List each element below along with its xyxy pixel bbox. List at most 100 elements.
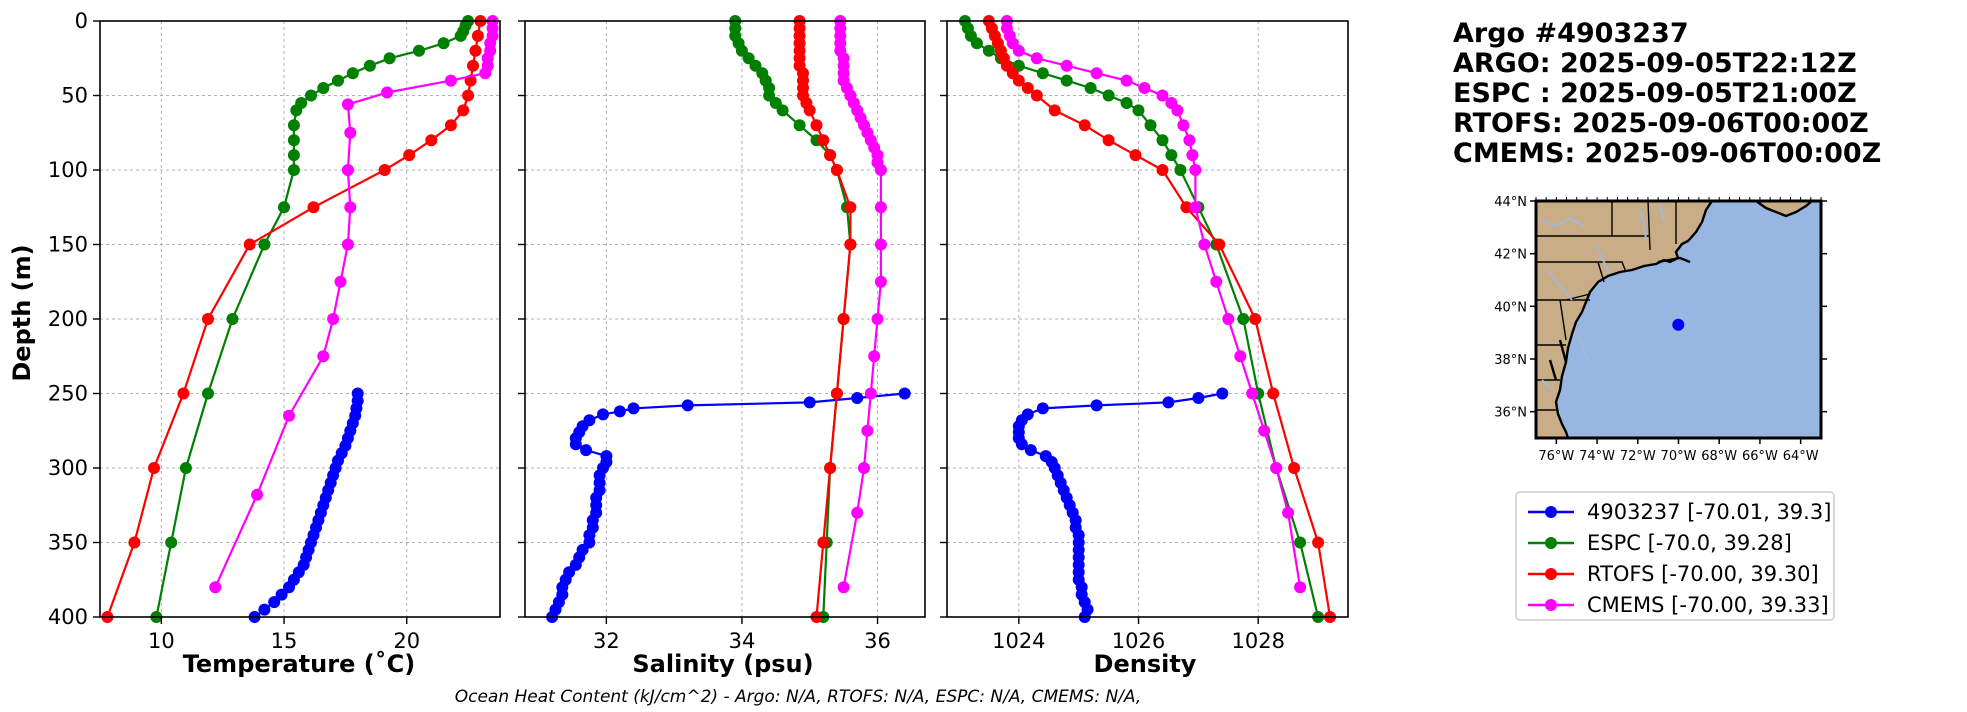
data-point-rtofs (1129, 149, 1142, 162)
data-point-cmems (283, 409, 295, 422)
map-borders (1536, 201, 1677, 411)
data-point-rtofs (1213, 238, 1226, 251)
data-point-rtofs (1249, 313, 1262, 325)
map-ticks: 76°W 74°W 72°W 70°W 68°W 66°W 64°W 44°N 42°N 40°N… (1494, 195, 1827, 464)
series-line-cmems (214, 21, 494, 588)
data-point-4903237 (268, 596, 281, 609)
density-panel: 1024 1026 1028 (940, 15, 1349, 653)
map-lat-label: 38°N (1494, 353, 1527, 368)
data-point-cmems (327, 313, 340, 325)
data-point-rtofs (830, 387, 843, 400)
data-point-cmems (1030, 52, 1043, 65)
data-point-cmems (1177, 119, 1190, 132)
data-point-rtofs (837, 313, 850, 325)
data-point-rtofs (378, 164, 391, 176)
map-rivers (1539, 204, 1665, 391)
data-point-cmems (871, 313, 884, 325)
data-point-espc (1174, 164, 1187, 176)
data-point-4903237 (851, 392, 864, 404)
data-point-rtofs (307, 201, 320, 214)
data-point-rtofs (830, 164, 843, 176)
data-point-espc (202, 387, 214, 400)
data-point-4903237 (258, 603, 271, 616)
x-tick-label: 36 (864, 629, 891, 653)
data-point-rtofs (1312, 536, 1325, 549)
data-point-cmems (344, 201, 357, 214)
data-point-cmems (1189, 164, 1202, 176)
title-line-float: Argo #4903237 (1453, 18, 1689, 49)
data-point-rtofs (1267, 387, 1280, 400)
x-tick-label: 34 (729, 629, 756, 653)
data-point-espc (1165, 149, 1178, 162)
data-point-rtofs (1078, 119, 1091, 132)
data-point-rtofs (1288, 462, 1301, 474)
y-tick-label: 350 (48, 531, 88, 555)
data-point-rtofs (425, 134, 438, 147)
data-point-cmems (341, 238, 354, 251)
data-point-4903237 (1216, 387, 1229, 400)
data-point-espc (317, 82, 330, 94)
data-point-rtofs (844, 201, 857, 214)
data-point-espc (1132, 104, 1145, 117)
data-point-rtofs (1156, 164, 1169, 176)
data-point-cmems (861, 424, 874, 437)
map-lat-label: 42°N (1494, 248, 1527, 263)
x-tick-label: 1024 (992, 629, 1045, 653)
data-point-cmems (858, 462, 870, 474)
legend-label: 4903237 [-70.01, 39.3] (1587, 500, 1831, 524)
data-point-cmems (251, 488, 264, 501)
data-point-rtofs (817, 134, 830, 147)
data-point-rtofs (177, 387, 190, 400)
data-point-rtofs (444, 119, 457, 132)
x-tick-label: 20 (393, 629, 420, 653)
y-tick-label: 200 (48, 307, 88, 331)
title-line-espc: ESPC : 2025-09-05T21:00Z (1453, 78, 1857, 109)
data-point-espc (332, 74, 344, 87)
data-point-cmems (851, 506, 864, 519)
density-axis-label: Density (1094, 650, 1197, 678)
data-point-4903237 (681, 399, 694, 412)
data-point-rtofs (462, 89, 475, 102)
data-point-rtofs (457, 104, 470, 117)
temperature-axis-label: Temperature (˚C) (183, 650, 416, 678)
data-point-espc (454, 29, 467, 42)
map-lon-label: 72°W (1620, 449, 1656, 464)
data-point-cmems (1186, 149, 1199, 162)
data-point-4903237 (1162, 396, 1175, 409)
data-point-cmems (334, 275, 347, 288)
map-lon-label: 74°W (1579, 449, 1615, 464)
depth-axis-label: Depth (m) (8, 244, 36, 381)
legend-marker (1545, 506, 1557, 518)
data-point-espc (1060, 74, 1073, 87)
data-point-4903237 (1015, 438, 1028, 451)
data-point-rtofs (817, 536, 830, 549)
data-point-cmems (1234, 350, 1247, 363)
data-point-4903237 (1090, 399, 1103, 412)
data-point-espc (1120, 97, 1133, 109)
data-point-cmems (479, 67, 492, 80)
data-point-cmems (874, 164, 887, 176)
title-line-rtofs: RTOFS: 2025-09-06T00:00Z (1453, 108, 1869, 139)
data-point-espc (287, 119, 300, 132)
x-tick-label: 1026 (1112, 629, 1165, 653)
data-point-rtofs (469, 44, 482, 57)
legend-marker (1545, 599, 1557, 611)
y-tick-label: 400 (48, 605, 88, 629)
data-point-espc (287, 134, 300, 147)
data-point-espc (793, 119, 806, 132)
x-tick-label: 15 (271, 629, 298, 653)
y-tick-label: 300 (48, 456, 88, 480)
data-point-rtofs (1102, 134, 1115, 147)
data-point-rtofs (202, 313, 214, 325)
data-point-espc (437, 37, 450, 50)
data-point-cmems (1189, 201, 1202, 214)
series-line-4903237 (1017, 392, 1223, 618)
data-point-rtofs (467, 59, 479, 72)
map-lat-label: 40°N (1494, 300, 1527, 315)
legend-label: CMEMS [-70.00, 39.33] (1587, 593, 1829, 617)
data-point-cmems (344, 126, 357, 139)
data-point-rtofs (1180, 201, 1193, 214)
data-point-espc (165, 536, 178, 549)
data-point-rtofs (128, 536, 141, 549)
